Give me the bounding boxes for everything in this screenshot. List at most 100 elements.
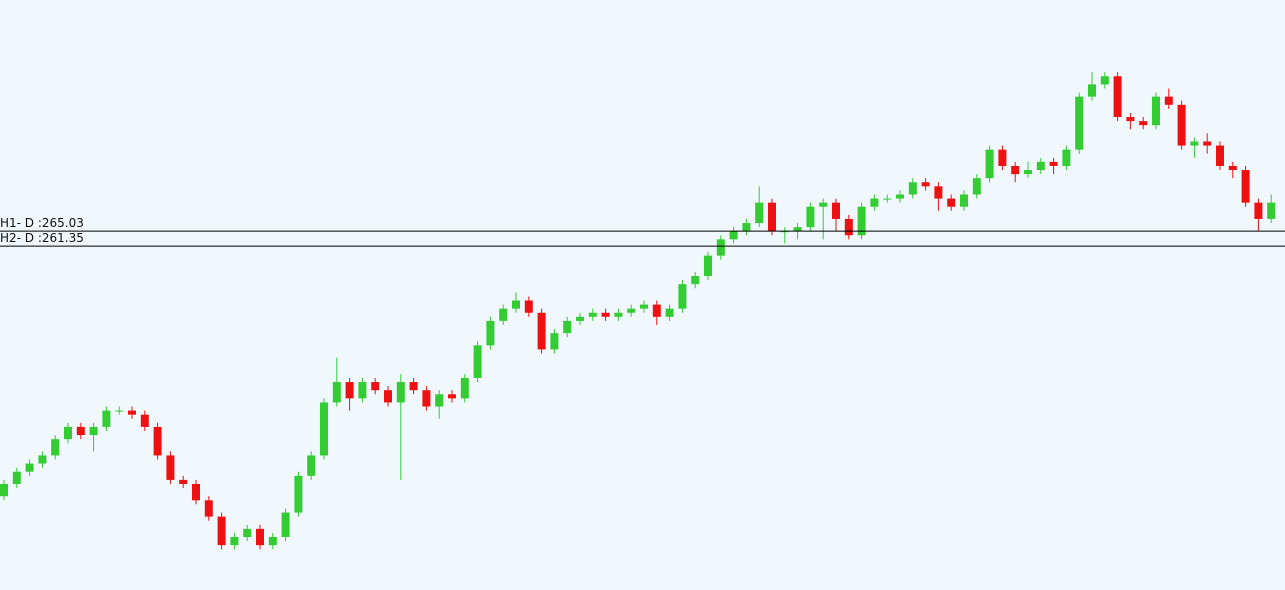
candle-body <box>921 182 930 187</box>
candle-body <box>512 300 520 309</box>
candle-body <box>576 316 584 321</box>
candle-body <box>435 394 444 407</box>
candle-body <box>652 304 661 317</box>
candle-body <box>1011 165 1020 175</box>
candle-body <box>473 345 482 378</box>
candle-body <box>1126 117 1135 122</box>
candle-body <box>448 394 456 399</box>
candle-body <box>358 382 367 399</box>
candle-body <box>1203 141 1212 146</box>
candle-body <box>345 382 354 399</box>
candle-body <box>499 308 508 321</box>
level-label: H2- D :261.35 <box>0 231 84 245</box>
candle-body <box>422 390 431 407</box>
candle-body <box>294 475 303 513</box>
candle-body <box>806 206 815 228</box>
candle-body <box>1036 161 1045 171</box>
candle-body <box>934 186 943 199</box>
candle-body <box>601 312 610 317</box>
candle-body <box>460 377 469 399</box>
candle-body <box>38 455 47 464</box>
candle-body <box>793 227 802 232</box>
level-label: H1- D :265.03 <box>0 216 84 230</box>
candle-body <box>896 194 904 199</box>
candle-body <box>243 528 252 537</box>
candle-body <box>640 304 648 309</box>
candle-body <box>1113 76 1122 118</box>
candle-body <box>115 410 124 412</box>
candle-body <box>332 382 341 403</box>
candle-body <box>281 512 290 537</box>
candle-body <box>128 410 136 415</box>
candle-body <box>1075 96 1084 150</box>
candle-body <box>960 194 968 207</box>
candle-body <box>230 536 239 546</box>
candle-body <box>947 198 956 207</box>
candle-body <box>320 402 328 456</box>
candle-body <box>256 528 264 546</box>
candle-body <box>1100 76 1109 85</box>
candle-body <box>1139 121 1148 126</box>
candle-body <box>870 198 879 207</box>
candle-body <box>614 312 623 317</box>
candle-body <box>1241 170 1250 203</box>
candle-body <box>537 312 546 350</box>
candle-body <box>704 255 712 277</box>
candle-body <box>729 231 738 240</box>
candle-body <box>371 382 380 391</box>
candle-body <box>755 202 764 224</box>
candle-body <box>691 276 700 285</box>
candle-body <box>396 382 405 403</box>
candle-body <box>550 333 559 350</box>
candle-body <box>1152 96 1160 126</box>
candle-body <box>217 516 226 546</box>
candle-body <box>268 536 277 546</box>
candle-body <box>678 284 687 309</box>
candle-body <box>166 455 175 480</box>
candle-body <box>89 426 98 436</box>
candle-body <box>153 426 162 456</box>
candle-body <box>1254 202 1263 219</box>
candle-body <box>768 202 776 232</box>
candle-body <box>1049 161 1058 166</box>
candle-body <box>563 320 572 334</box>
candle-body <box>780 231 789 233</box>
candle-body <box>742 223 751 232</box>
candle-body <box>819 202 828 207</box>
candle-body <box>832 202 840 219</box>
candle-body <box>588 312 597 317</box>
candle-body <box>76 426 85 436</box>
candle-body <box>204 500 213 517</box>
candle-body <box>307 455 316 476</box>
candle-body <box>0 483 8 497</box>
candle-body <box>1062 149 1071 166</box>
candle-body <box>1088 84 1096 97</box>
candle-body <box>844 218 853 236</box>
candle-body <box>192 483 200 501</box>
candle-body <box>64 426 72 440</box>
candle-body <box>1177 104 1186 146</box>
candle-body <box>883 198 892 200</box>
candle-body <box>1267 202 1276 219</box>
candle-body <box>524 300 533 313</box>
candle-body <box>25 463 34 472</box>
candle-body <box>1216 145 1224 166</box>
candle-body <box>972 178 981 195</box>
candle-body <box>665 308 674 317</box>
candle-body <box>12 471 21 484</box>
candle-body <box>857 206 866 236</box>
candle-body <box>998 149 1007 166</box>
candle-body <box>179 479 188 484</box>
candle-body <box>908 182 917 195</box>
candle-body <box>102 410 111 427</box>
candle-body <box>140 414 149 427</box>
candle-body <box>716 239 725 256</box>
candle-body <box>1228 165 1237 171</box>
candle-body <box>1164 96 1173 105</box>
candle-body <box>51 439 60 456</box>
candle-body <box>985 149 994 179</box>
candle-body <box>409 382 418 391</box>
candle-body <box>1024 170 1032 175</box>
candle-body <box>486 320 495 346</box>
